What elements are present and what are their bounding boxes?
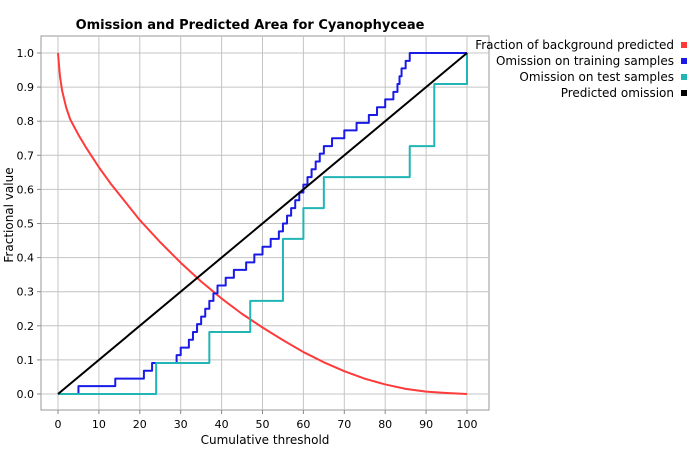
series-line-omission-on-training-samples [58,52,467,395]
x-tick-label: 60 [296,418,310,431]
series-layer [57,52,468,395]
legend-label-omission-on-training-samples: Omission on training samples [496,54,674,68]
x-tick-label: 40 [215,418,229,431]
y-tick-label: 0.3 [17,286,35,299]
y-axis-label: Fractional value [2,167,16,262]
y-tick-label: 0.0 [17,388,35,401]
series-line-predicted-omission [57,52,468,395]
series-line-fraction-of-background-predicted [57,52,468,395]
legend-swatch-fraction-of-background-predicted [681,42,687,48]
y-tick-label: 0.5 [17,218,35,231]
x-tick-label: 70 [337,418,351,431]
grid-layer [41,36,489,410]
y-tick-label: 0.6 [17,183,35,196]
legend-label-predicted-omission: Predicted omission [561,86,674,100]
legend: Fraction of background predicted Omission… [475,38,687,100]
x-axis-label: Cumulative threshold [201,433,330,447]
legend-label-fraction-of-background-predicted: Fraction of background predicted [475,38,674,52]
x-tick-label: 90 [419,418,433,431]
x-tick-label: 100 [457,418,478,431]
x-tick-label: 50 [256,418,270,431]
y-tick-label: 0.9 [17,81,35,94]
tick-layer: 0 10 20 30 40 50 60 70 80 90 100 0.0 0.1 0.2 0.3 0.4 0.5… [17,47,478,431]
y-tick-label: 0.1 [17,354,35,367]
y-tick-label: 0.2 [17,320,35,333]
x-tick-label: 20 [133,418,147,431]
legend-label-omission-on-test-samples: Omission on test samples [519,70,674,84]
y-tick-label: 0.4 [17,252,35,265]
x-tick-label: 0 [55,418,62,431]
y-tick-label: 1.0 [17,47,35,60]
legend-swatch-omission-on-test-samples [681,74,687,80]
legend-swatch-omission-on-training-samples [681,58,687,64]
x-tick-label: 10 [92,418,106,431]
legend-swatch-predicted-omission [681,90,687,96]
y-tick-label: 0.8 [17,115,35,128]
y-tick-label: 0.7 [17,149,35,162]
chart-title: Omission and Predicted Area for Cyanophy… [76,18,425,33]
x-tick-label: 80 [378,418,392,431]
x-tick-label: 30 [174,418,188,431]
series-line-omission-on-test-samples [58,53,468,395]
